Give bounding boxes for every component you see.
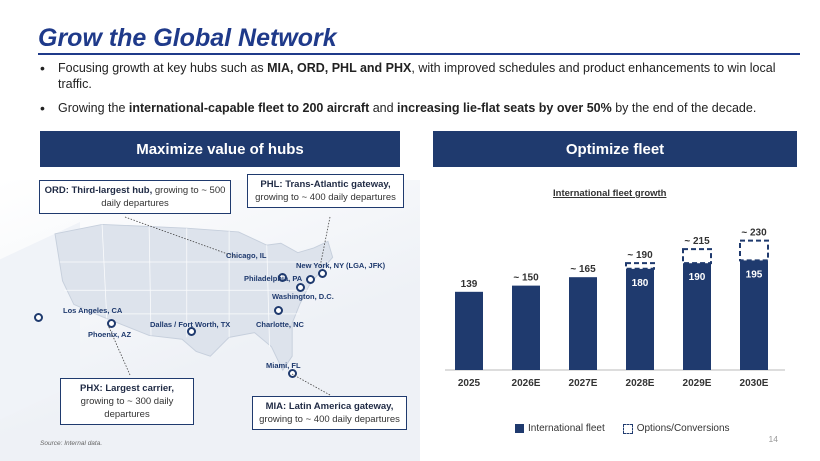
x-tick-label-2027E: 2027E [569, 378, 598, 389]
dallas-label: Dallas / Fort Worth, TX [150, 320, 231, 329]
los-angeles-marker [34, 313, 43, 322]
miami-label: Miami, FL [266, 361, 301, 370]
chart-legend: International fleet Options/Conversions [515, 423, 730, 434]
mia-callout-text: growing to ~ 400 daily departures [259, 414, 400, 425]
legend-fleet: International fleet [515, 423, 605, 434]
legend-options-swatch [622, 423, 633, 434]
bullet-0-part-0: Focusing growth at key hubs such as [58, 61, 268, 75]
bar-options-2030E [739, 239, 769, 262]
phx-callout-title: PHX: Largest carrier, [80, 383, 174, 394]
phoenix-marker [107, 319, 116, 328]
us-hub-map: Chicago, IL New York, NY (LGA, JFK) Phil… [30, 175, 420, 445]
bar-top-label-2028E: ~ 190 [627, 250, 653, 261]
phx-callout-text: growing to ~ 300 daily departures [80, 396, 174, 420]
us-map-outline [54, 223, 334, 372]
phoenix-label: Phoenix, AZ [88, 330, 132, 339]
x-tick-label-2026E: 2026E [512, 378, 541, 389]
x-tick-label-2029E: 2029E [683, 378, 712, 389]
bar-options-2028E [625, 262, 655, 270]
bullet-fleet: Growing the international-capable fleet … [38, 100, 788, 116]
chart-title: International fleet growth [553, 188, 667, 199]
bar-top-label-2025: 139 [461, 279, 478, 290]
bar-fleet-2026E [512, 285, 540, 370]
bar-inner-label-2029E: 190 [689, 272, 706, 283]
maximize-hubs-header: Maximize value of hubs [40, 131, 400, 167]
phl-callout-title: PHL: Trans-Atlantic gateway, [260, 179, 391, 190]
bar-fleet-2025 [455, 291, 483, 370]
bullet-list: Focusing growth at key hubs such as MIA,… [38, 60, 788, 124]
bullet-1-part-3: increasing lie-flat seats by over 50% [397, 101, 612, 115]
phl-callout: PHL: Trans-Atlantic gateway, growing to … [247, 174, 404, 208]
legend-fleet-swatch [515, 424, 524, 433]
washington-label: Washington, D.C. [272, 292, 334, 301]
philadelphia-label: Philadelphia, PA [244, 274, 303, 283]
bullet-hubs: Focusing growth at key hubs such as MIA,… [38, 60, 788, 92]
title-rule [38, 53, 800, 55]
legend-options-label: Options/Conversions [636, 423, 730, 434]
bar-fleet-2029E [683, 263, 711, 370]
bullet-1-part-1: international-capable fleet to 200 aircr… [128, 101, 370, 115]
legend-options: Options/Conversions [622, 423, 730, 434]
x-tick-label-2030E: 2030E [740, 378, 769, 389]
phx-callout: PHX: Largest carrier, growing to ~ 300 d… [60, 378, 194, 425]
new-york-label: New York, NY (LGA, JFK) [296, 261, 386, 270]
philadelphia-marker [306, 275, 315, 284]
ord-callout-text: growing to ~ 500 daily departures [101, 185, 226, 209]
bar-top-label-2030E: ~ 230 [741, 228, 767, 239]
dallas-marker [187, 327, 196, 336]
bar-fleet-2030E [740, 260, 768, 370]
x-tick-label-2028E: 2028E [626, 378, 655, 389]
fleet-growth-chart: 139 2025 ~ 150 2026E ~ 165 2027E ~ 190 180 2028E… [445, 228, 785, 389]
los-angeles-label: Los Angeles, CA [63, 306, 123, 315]
bar-inner-label-2028E: 180 [632, 278, 649, 289]
miami-marker [288, 369, 297, 378]
ord-callout: ORD: Third-largest hub, growing to ~ 500… [39, 180, 231, 214]
bar-top-label-2029E: ~ 215 [684, 236, 710, 247]
x-tick-label-2025: 2025 [458, 378, 481, 389]
callout-leaders [107, 216, 331, 396]
page-number: 14 [768, 434, 778, 444]
bar-top-label-2027E: ~ 165 [570, 264, 596, 275]
optimize-fleet-header: Optimize fleet [433, 131, 797, 167]
bar-inner-label-2030E: 195 [746, 269, 763, 280]
bar-fleet-2027E [569, 277, 597, 370]
bar-options-2029E [682, 248, 712, 265]
washington-marker [296, 283, 305, 292]
phl-callout-text: growing to ~ 400 daily departures [255, 192, 396, 203]
chicago-label: Chicago, IL [226, 251, 267, 260]
source-note: Source: Internal data. [40, 440, 103, 447]
bullet-1-part-4: by the end of the decade. [611, 101, 757, 115]
bar-top-label-2026E: ~ 150 [513, 273, 539, 284]
charlotte-label: Charlotte, NC [256, 320, 304, 329]
mia-callout-title: MIA: Latin America gateway, [265, 401, 394, 412]
bullet-0-part-1: MIA, ORD, PHL and PHX [267, 61, 412, 75]
ord-callout-title: ORD: Third-largest hub, [44, 185, 153, 196]
charlotte-marker [274, 306, 283, 315]
bullet-1-part-2: and [369, 101, 398, 115]
new-york-marker [318, 269, 327, 278]
bar-fleet-2028E [626, 268, 654, 370]
bullet-1-part-0: Growing the [58, 101, 129, 115]
bullet-0-part-2: , with improved schedules and product en… [58, 61, 776, 91]
mia-callout: MIA: Latin America gateway, growing to ~… [252, 396, 407, 430]
chicago-marker [278, 273, 287, 282]
page-title: Grow the Global Network [38, 24, 337, 52]
legend-fleet-label: International fleet [528, 423, 605, 434]
